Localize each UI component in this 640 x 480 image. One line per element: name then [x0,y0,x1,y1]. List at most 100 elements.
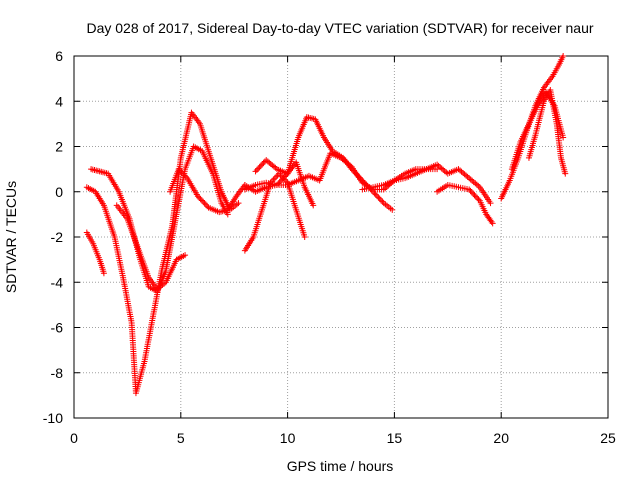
interpolated-markers [120,276,135,324]
y-tick-label: -4 [51,274,64,290]
interpolated-markers [275,166,289,176]
interpolated-markers [175,253,187,262]
interpolated-markers [322,136,335,153]
interpolated-markers [207,205,221,215]
x-tick-label: 10 [280,430,296,446]
x-axis-label: GPS time / hours [287,458,394,474]
interpolated-markers [467,176,482,189]
data-point-marker [310,202,317,209]
series-track-12 [498,53,567,202]
interpolated-markers [189,111,202,126]
interpolated-markers [277,172,290,185]
x-tick-label: 20 [493,430,509,446]
interpolated-markers [532,100,547,137]
data-point-marker [389,206,396,213]
interpolated-markers [302,186,316,207]
data-point-marker [560,53,567,59]
interpolated-markers [457,167,471,180]
series-track-1 [83,109,242,397]
data-point-marker [100,270,107,277]
interpolated-markers [128,322,139,394]
interpolated-markers [526,134,538,159]
interpolated-markers [547,89,560,125]
interpolated-markers [225,195,239,212]
series-track-11 [434,181,496,227]
series-track-10 [359,161,494,207]
series-track-4 [113,202,189,293]
series-track-8 [252,157,317,209]
interpolated-markers [297,173,311,183]
interpolated-markers [329,151,343,161]
interpolated-markers [478,186,493,205]
interpolated-markers [85,185,97,194]
data-point-marker [466,186,473,193]
interpolated-markers [84,231,96,245]
y-tick-label: -8 [51,365,64,381]
interpolated-markers [159,224,175,272]
interpolated-markers [554,123,564,159]
data-point-marker [252,168,259,175]
interpolated-markers [550,63,561,78]
interpolated-markers [296,115,309,139]
interpolated-markers [403,171,417,181]
series-track-5 [167,166,248,216]
grid-lines [74,56,608,418]
data-point-marker [194,193,201,200]
interpolated-markers [242,235,256,252]
interpolated-markers [163,213,180,272]
interpolated-markers [313,118,327,139]
interpolated-markers [317,152,333,182]
interpolated-markers [382,178,396,188]
data-point-marker [489,220,496,227]
interpolated-markers [371,190,386,205]
y-tick-label: -10 [43,410,63,426]
interpolated-markers [477,199,489,216]
interpolated-markers [507,156,521,182]
interpolated-markers [542,75,555,90]
interpolated-markers [556,54,566,67]
interpolated-markers [254,180,268,188]
x-tick-label: 25 [600,430,616,446]
interpolated-markers [200,149,215,175]
interpolated-markers [91,242,102,261]
interpolated-markers [251,208,265,238]
interpolated-markers [446,166,460,176]
series-track-3 [83,229,107,277]
interpolated-markers [552,104,566,139]
chart-title: Day 028 of 2017, Sidereal Day-to-day VTE… [86,20,593,36]
data-point-marker [434,161,441,168]
interpolated-markers [403,166,417,176]
y-tick-label: 6 [55,48,63,64]
interpolated-markers [106,172,121,193]
data-point-marker [487,200,494,207]
interpolated-markers [116,190,132,220]
interpolated-markers [286,178,300,188]
data-point-marker [560,134,567,141]
data-point-marker [182,252,189,259]
interpolated-markers [197,122,214,159]
data-point-marker [301,234,308,240]
y-axis-label: SDTVAR / TECUs [3,181,19,293]
interpolated-markers [382,201,394,212]
interpolated-markers [414,166,428,176]
interpolated-markers [125,217,141,250]
interpolated-markers [558,156,568,175]
interpolated-markers [509,141,523,170]
data-series [83,53,569,397]
interpolated-markers [254,185,268,194]
interpolated-markers [264,158,279,171]
series-track-14 [525,86,569,177]
y-tick-label: 0 [55,184,63,200]
interpolated-markers [163,258,179,284]
interpolated-markers [425,162,439,172]
y-tick-label: -2 [51,229,64,245]
interpolated-markers [101,204,117,238]
y-tick-label: 4 [55,93,63,109]
data-point-marker [263,157,270,164]
interpolated-markers [115,204,130,221]
interpolated-markers [484,212,495,225]
interpolated-markers [97,258,107,275]
interpolated-markers [499,179,512,200]
interpolated-markers [210,172,224,204]
